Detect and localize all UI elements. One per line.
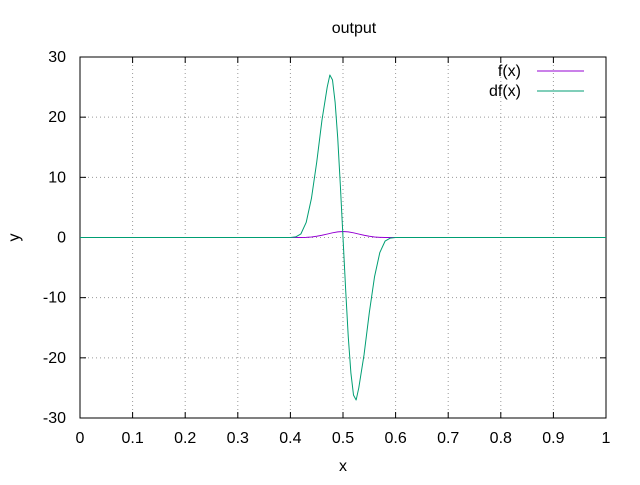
x-tick-label: 0 xyxy=(76,430,85,447)
x-tick-label: 0.2 xyxy=(174,430,196,447)
series-layer xyxy=(80,74,606,401)
y-tick-label: 30 xyxy=(48,49,66,66)
x-tick-label: 0.8 xyxy=(490,430,512,447)
x-tick-label: 0.9 xyxy=(542,430,564,447)
x-tick-label: 0.3 xyxy=(227,430,249,447)
y-tick-label: -10 xyxy=(43,290,66,307)
y-axis-label: y xyxy=(6,234,23,242)
y-tick-label: 10 xyxy=(48,169,66,186)
x-tick-label: 0.4 xyxy=(279,430,301,447)
y-tick-label: -20 xyxy=(43,350,66,367)
chart-title: output xyxy=(332,20,377,37)
series-line-df xyxy=(80,74,606,401)
legend-label-f: f(x) xyxy=(498,63,521,80)
y-tick-label: -30 xyxy=(43,410,66,427)
y-tick-label: 0 xyxy=(57,230,66,247)
legend: f(x) df(x) xyxy=(489,63,584,100)
y-tick-label: 20 xyxy=(48,109,66,126)
x-tick-label: 0.1 xyxy=(121,430,143,447)
x-tick-label: 0.6 xyxy=(384,430,406,447)
legend-label-df: df(x) xyxy=(489,83,521,100)
x-tick-label: 0.5 xyxy=(332,430,354,447)
x-tick-label: 0.7 xyxy=(437,430,459,447)
x-axis-label: x xyxy=(339,458,347,475)
tick-labels: 0 0.1 0.2 0.3 0.4 0.5 0.6 0.7 0.8 0.9 1 -30 -20 -10 0 1… xyxy=(43,49,611,447)
x-tick-label: 1 xyxy=(602,430,611,447)
